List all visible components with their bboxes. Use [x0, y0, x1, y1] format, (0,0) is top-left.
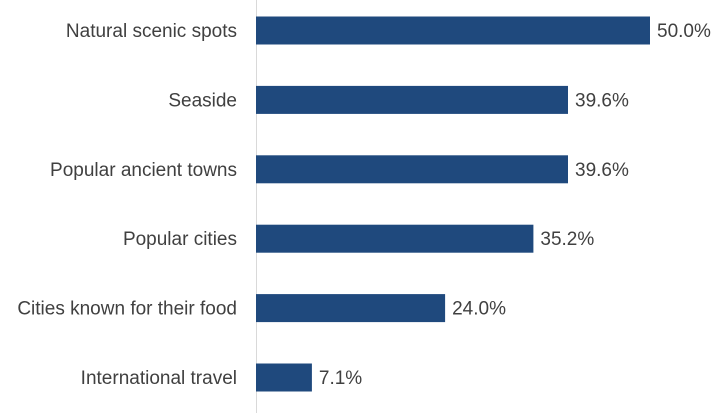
category-label: International travel: [81, 368, 237, 389]
value-labels: 50.0% 39.6% 39.6% 35.2% 24.0% 7.1%: [319, 21, 711, 389]
category-labels: Natural scenic spots Seaside Popular ancie…: [17, 21, 237, 389]
bars-group: [256, 16, 650, 392]
category-label: Cities known for their food: [17, 299, 237, 320]
value-label: 35.2%: [540, 229, 594, 250]
category-label: Seaside: [168, 90, 237, 111]
value-label: 39.6%: [575, 160, 629, 181]
bar: [256, 85, 568, 114]
bar: [256, 363, 312, 392]
bar: [256, 16, 650, 45]
category-label: Popular ancient towns: [50, 160, 237, 181]
category-label: Natural scenic spots: [66, 21, 237, 42]
bar: [256, 294, 446, 323]
bar: [256, 224, 534, 253]
value-label: 24.0%: [452, 299, 506, 320]
value-label: 7.1%: [319, 368, 362, 389]
category-label: Popular cities: [123, 229, 237, 250]
bar: [256, 155, 568, 184]
value-label: 39.6%: [575, 90, 629, 111]
value-label: 50.0%: [657, 21, 711, 42]
